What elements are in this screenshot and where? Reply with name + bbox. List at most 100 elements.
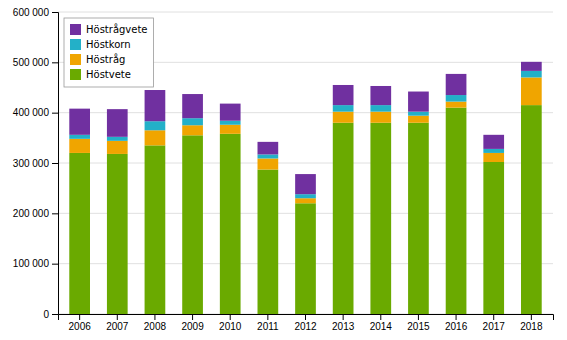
x-tick-label: 2012 — [294, 321, 317, 332]
x-tick-label: 2010 — [219, 321, 242, 332]
bar-segment — [370, 86, 391, 105]
x-tick: 2009 — [181, 314, 204, 332]
y-tick-mark — [52, 12, 58, 13]
legend-swatch — [70, 24, 81, 35]
grid — [58, 12, 553, 314]
bar-segment — [69, 135, 90, 139]
bar-segment — [182, 125, 203, 135]
bar-segment — [107, 141, 128, 154]
legend: Höstrågvete Höstkorn Höstråg Höstvete — [64, 18, 154, 87]
legend-swatch — [70, 69, 81, 80]
bar-segment — [370, 112, 391, 123]
x-tick-mark — [117, 314, 118, 320]
grid-line — [58, 12, 553, 13]
x-tick-label: 2017 — [483, 321, 506, 332]
y-tick-mark — [52, 113, 58, 114]
x-tick-mark — [418, 314, 419, 320]
x-tick-mark — [305, 314, 306, 320]
bar-segment — [333, 112, 354, 123]
bar-segment — [258, 158, 279, 169]
y-tick-label: 200 000 — [13, 208, 50, 219]
y-tick-label: 400 000 — [13, 107, 50, 118]
x-tick-mark — [267, 314, 268, 320]
bar-segment — [295, 174, 316, 194]
bar-segment — [182, 118, 203, 125]
y-axis-line — [52, 13, 59, 315]
legend-swatch — [70, 39, 81, 50]
bar-segment — [333, 105, 354, 112]
bar-series — [69, 105, 541, 314]
bars — [69, 62, 541, 314]
x-tick: 2006 — [69, 314, 92, 332]
bar-segment — [182, 135, 203, 314]
y-tick-mark — [52, 163, 58, 164]
bar-segment — [333, 85, 354, 105]
bar-segment — [107, 109, 128, 137]
bar-segment — [483, 135, 504, 149]
bar-series — [69, 71, 541, 198]
x-axis: 2006200720082009201020112012201320142015… — [59, 314, 554, 332]
y-tick-label: 0 — [43, 309, 49, 320]
y-tick-mark — [52, 264, 58, 265]
y-tick: 500 000 — [13, 57, 58, 68]
bar-segment — [145, 130, 166, 145]
bar-segment — [521, 77, 542, 105]
x-tick-mark — [380, 314, 381, 320]
bar-segment — [370, 105, 391, 112]
y-tick-mark — [52, 62, 58, 63]
bar-segment — [69, 153, 90, 314]
x-tick-label: 2007 — [106, 321, 129, 332]
bar-segment — [145, 90, 166, 121]
y-tick-mark — [52, 213, 58, 214]
x-tick-label: 2018 — [520, 321, 543, 332]
grid-line — [58, 112, 553, 113]
x-tick-mark — [230, 314, 231, 320]
bar-segment — [182, 94, 203, 118]
legend-label: Höstkorn — [86, 39, 131, 50]
y-tick: 0 — [43, 309, 58, 320]
x-tick-label: 2011 — [257, 321, 279, 332]
bar-segment — [446, 102, 467, 108]
legend-label: Höstråg — [86, 53, 125, 65]
bar-segment — [145, 145, 166, 314]
legend-box — [64, 18, 154, 87]
x-tick-label: 2016 — [445, 321, 468, 332]
x-tick-mark — [192, 314, 193, 320]
x-tick-mark — [531, 314, 532, 320]
bar-segment — [483, 162, 504, 314]
x-tick-mark — [493, 314, 494, 320]
x-tick-label: 2006 — [69, 321, 92, 332]
bar-series — [69, 77, 541, 203]
x-tick-mark — [79, 314, 80, 320]
chart: 2006200720082009201020112012201320142015… — [0, 0, 567, 340]
x-tick: 2011 — [257, 314, 279, 332]
legend-item: Höstvete — [70, 69, 131, 80]
x-tick: 2008 — [144, 314, 167, 332]
bar-segment — [220, 134, 241, 314]
bar-segment — [258, 142, 279, 155]
x-tick: 2015 — [407, 314, 430, 332]
bar-segment — [483, 149, 504, 153]
bar-segment — [295, 194, 316, 198]
legend-label: Höstrågvete — [86, 23, 148, 35]
y-tick-mark — [52, 314, 58, 315]
x-tick: 2016 — [445, 314, 468, 332]
legend-items: Höstrågvete Höstkorn Höstråg Höstvete — [70, 23, 148, 80]
bar-segment — [295, 203, 316, 314]
bar-segment — [295, 198, 316, 203]
x-tick: 2013 — [332, 314, 355, 332]
x-tick: 2012 — [294, 314, 317, 332]
grid-line — [58, 163, 553, 164]
x-tick: 2017 — [483, 314, 506, 332]
y-tick-label: 500 000 — [13, 57, 50, 68]
y-tick: 400 000 — [13, 107, 58, 118]
x-tick-label: 2013 — [332, 321, 355, 332]
bar-segment — [220, 125, 241, 134]
x-tick: 2010 — [219, 314, 242, 332]
bar-segment — [408, 123, 429, 314]
y-tick-label: 100 000 — [13, 258, 50, 269]
bar-segment — [69, 139, 90, 153]
bar-segment — [483, 153, 504, 162]
y-axis: 0100 000200 000300 000400 000500 000600 … — [13, 7, 59, 320]
bar-segment — [333, 123, 354, 314]
